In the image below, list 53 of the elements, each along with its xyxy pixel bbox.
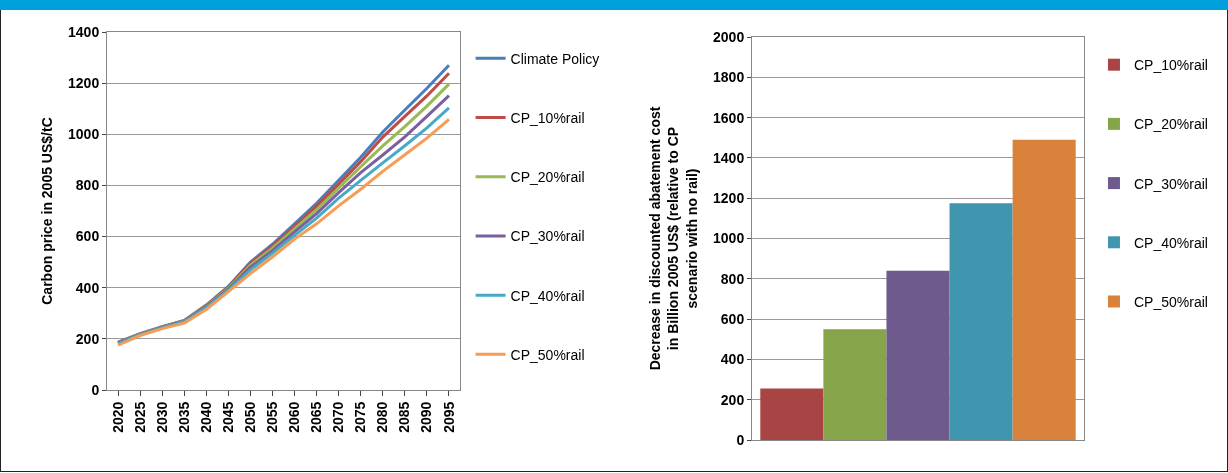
legend-label: CP_10%rail bbox=[1133, 57, 1208, 74]
x-tick-label: 2030 bbox=[153, 401, 170, 433]
y-tick-label: 2000 bbox=[713, 28, 745, 45]
legend-label: CP_50%rail bbox=[510, 346, 585, 363]
x-tick-label: 2020 bbox=[109, 401, 126, 433]
y-tick-label: 1200 bbox=[68, 75, 100, 92]
x-tick-label: 2060 bbox=[286, 401, 303, 433]
y-tick-label: 1600 bbox=[713, 109, 745, 126]
legend-label: Climate Policy bbox=[510, 50, 600, 67]
legend-label: CP_40%rail bbox=[510, 287, 585, 304]
legend-label: CP_20%rail bbox=[510, 169, 585, 186]
y-tick-label: 600 bbox=[720, 311, 745, 327]
bar bbox=[949, 203, 1013, 440]
y-tick-label: 1200 bbox=[713, 190, 745, 207]
y-axis-title: Decrease in discounted abatement cost in Billion 2005 US$ (relative to CP scenario with no rail) bbox=[647, 106, 700, 371]
bar bbox=[760, 388, 824, 440]
y-tick-label: 200 bbox=[75, 330, 100, 347]
x-tick-label: 2085 bbox=[396, 401, 413, 433]
x-tick-label: 2055 bbox=[264, 401, 281, 433]
x-tick-label: 2045 bbox=[219, 401, 236, 433]
legend-label: CP_30%rail bbox=[1133, 175, 1208, 192]
x-tick-label: 2090 bbox=[418, 401, 435, 433]
x-tick-label: 2025 bbox=[131, 401, 148, 433]
y-tick-label: 400 bbox=[75, 279, 100, 296]
x-tick-label: 2075 bbox=[352, 401, 369, 433]
y-tick-label: 800 bbox=[75, 177, 100, 194]
legend-label: CP_40%rail bbox=[1133, 234, 1208, 251]
y-tick-label: 1000 bbox=[68, 126, 100, 143]
x-tick-label: 2035 bbox=[175, 401, 192, 433]
x-tick-label: 2070 bbox=[330, 401, 347, 433]
bar bbox=[886, 270, 950, 440]
y-tick-label: 0 bbox=[91, 381, 100, 398]
x-tick-label: 2095 bbox=[440, 401, 457, 433]
y-tick-label: 200 bbox=[720, 391, 745, 408]
y-tick-label: 1000 bbox=[713, 230, 745, 247]
legend-label: CP_30%rail bbox=[510, 228, 585, 245]
x-tick-label: 2065 bbox=[308, 401, 325, 433]
y-tick-label: 1800 bbox=[713, 69, 745, 86]
y-axis-title: Carbon price in 2005 US$/tC bbox=[38, 117, 55, 305]
y-tick-label: 600 bbox=[75, 228, 100, 245]
y-tick-label: 800 bbox=[720, 270, 745, 287]
y-tick-label: 400 bbox=[720, 351, 745, 368]
x-tick-label: 2040 bbox=[197, 401, 214, 433]
bar bbox=[823, 329, 887, 440]
legend-label: CP_20%rail bbox=[1133, 116, 1208, 133]
legend-label: CP_50%rail bbox=[1133, 293, 1208, 310]
y-tick-label: 1400 bbox=[68, 23, 100, 40]
x-tick-label: 2050 bbox=[241, 401, 258, 433]
legend-label: CP_10%rail bbox=[510, 110, 585, 126]
y-tick-label: 0 bbox=[736, 431, 745, 448]
y-tick-label: 1400 bbox=[713, 149, 745, 166]
bar bbox=[1012, 139, 1076, 440]
x-tick-label: 2080 bbox=[374, 401, 391, 433]
